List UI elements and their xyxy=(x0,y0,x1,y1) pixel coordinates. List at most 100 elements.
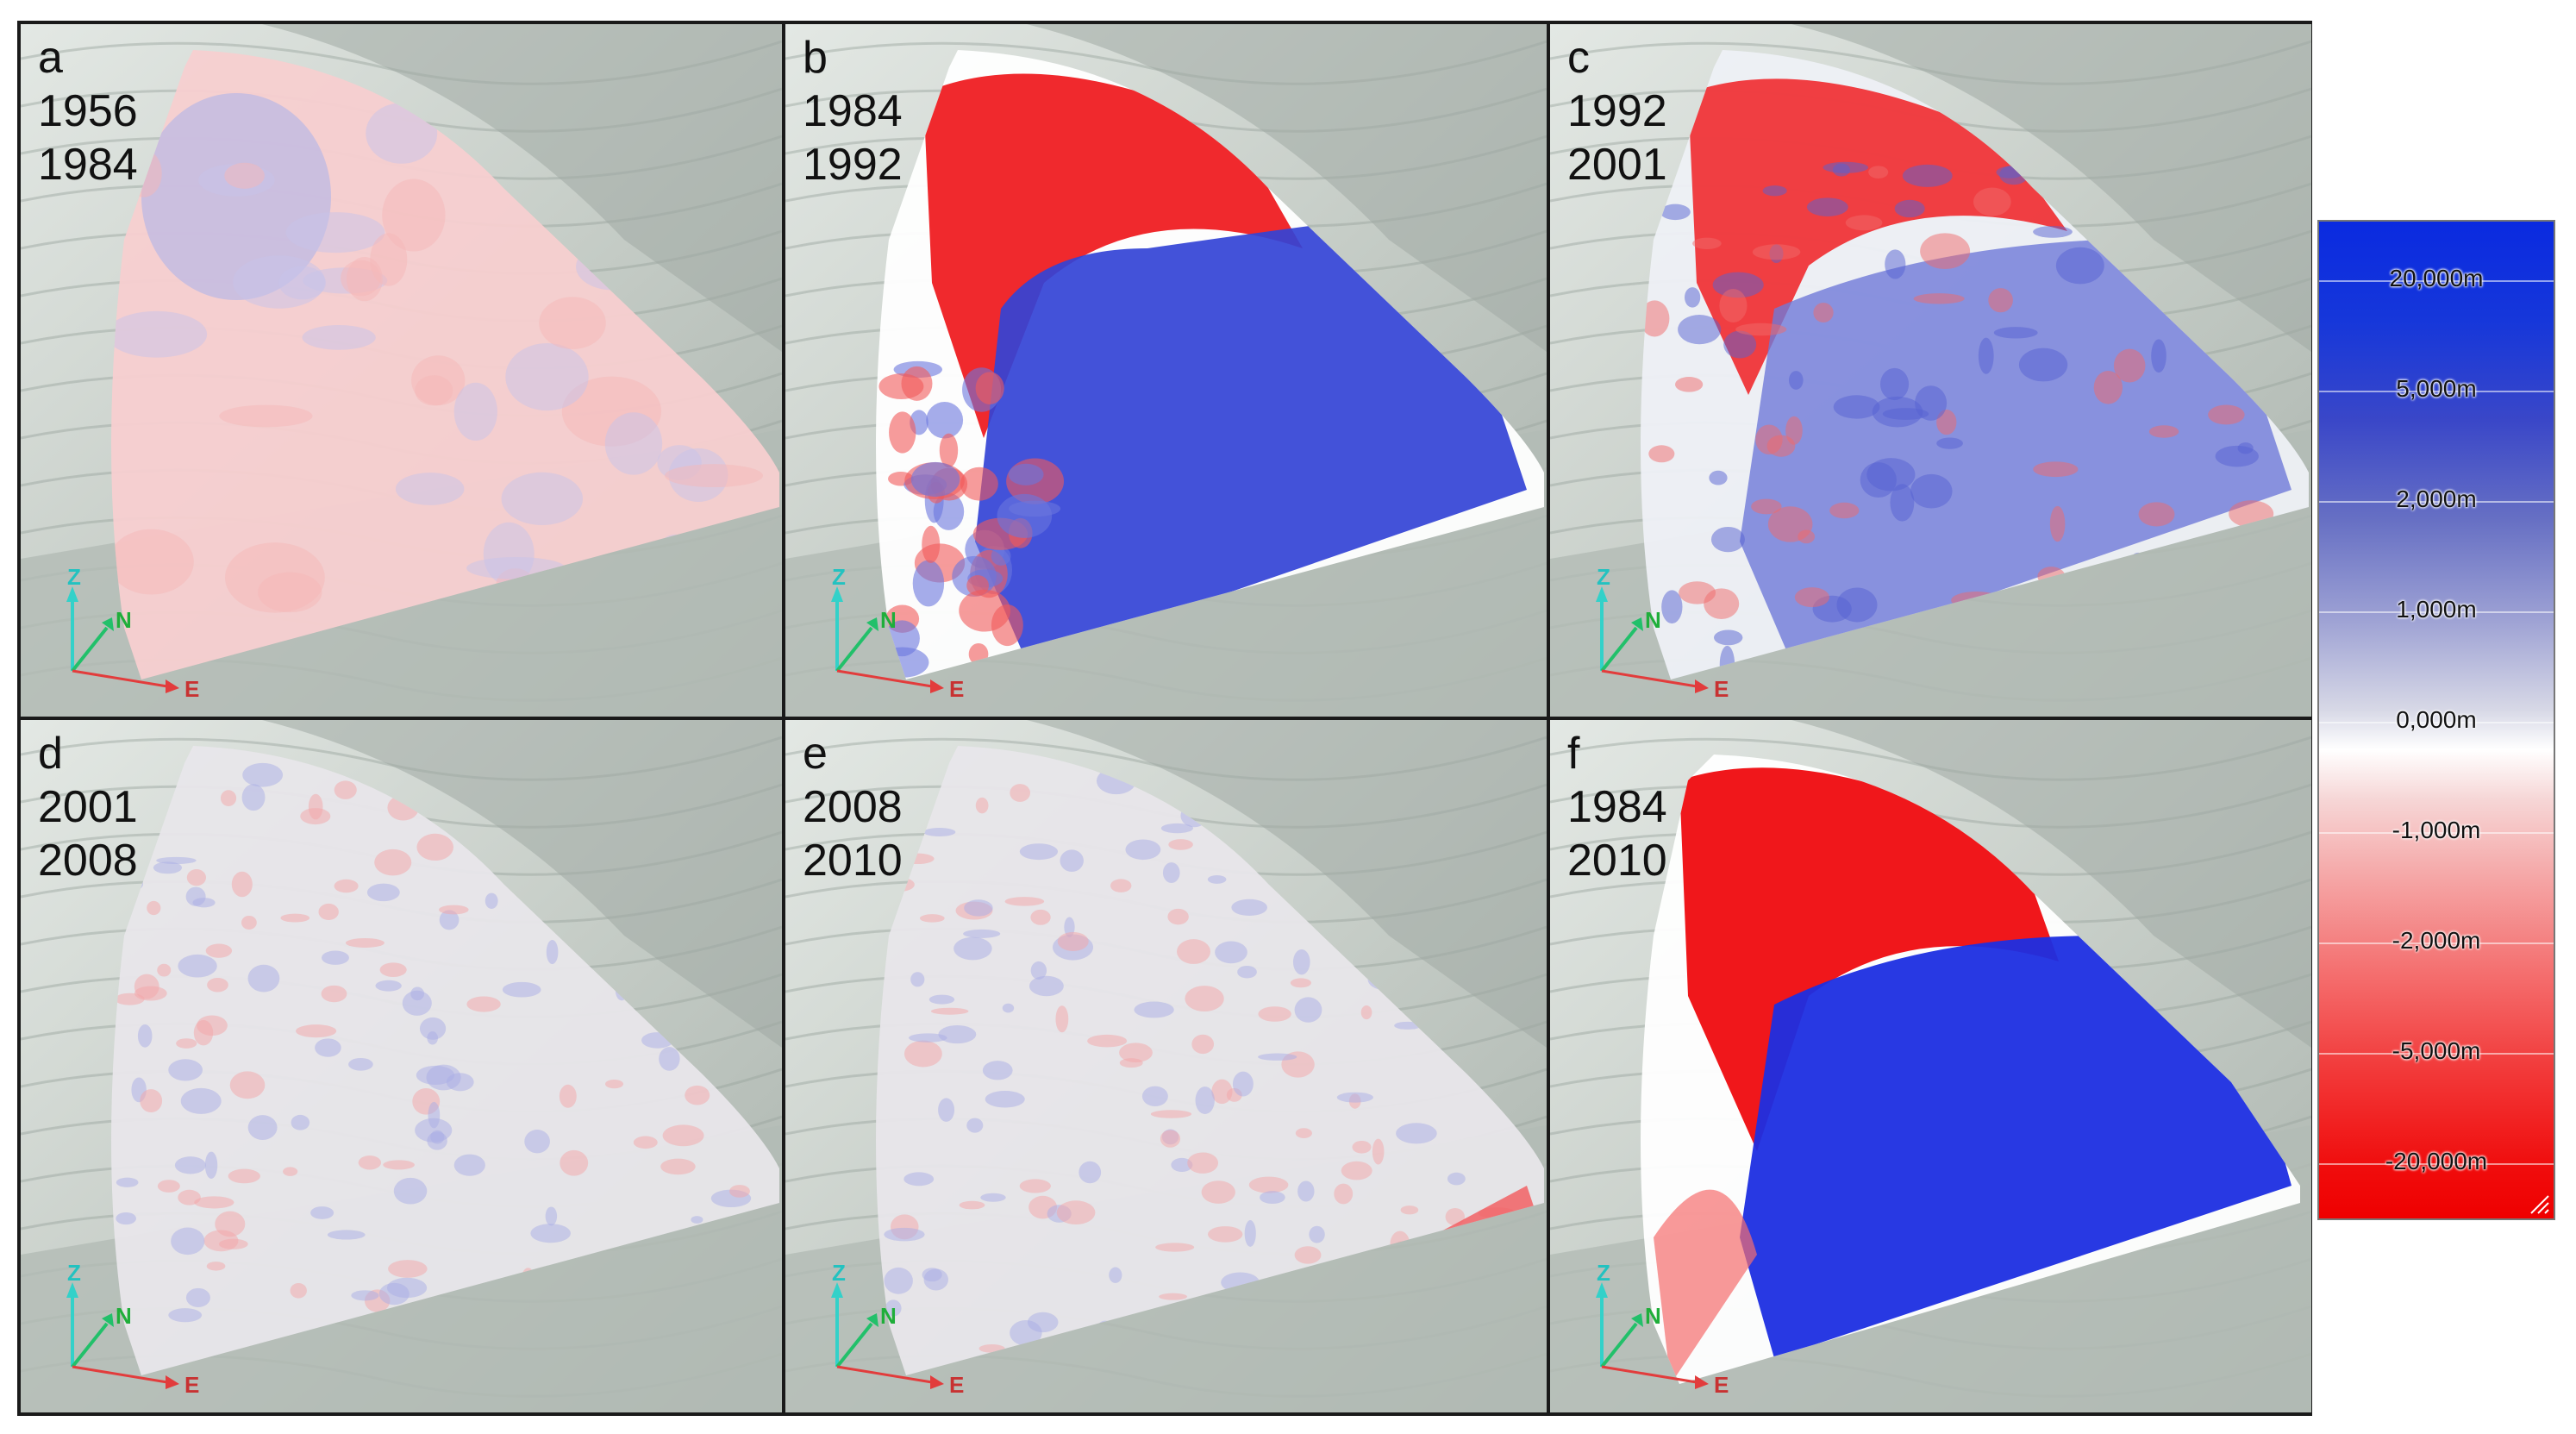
terrain-map xyxy=(1550,24,2311,717)
panel-letter: a xyxy=(38,33,63,83)
panel-label: f 1984 2010 xyxy=(1567,727,1667,887)
panel-year-start: 1992 xyxy=(1567,86,1667,136)
orientation-axes: Z N E xyxy=(1593,542,1766,705)
legend-value: 0,000m xyxy=(2396,706,2477,733)
e-axis-arrow xyxy=(1695,1375,1709,1389)
legend-value: 2,000m xyxy=(2396,485,2477,512)
panel-d: d 2001 2008 Z N E xyxy=(21,720,782,1412)
panel-year-end: 2001 xyxy=(1567,140,1667,190)
z-axis-arrow xyxy=(831,1282,843,1298)
panel-f: f 1984 2010 Z N E xyxy=(1550,720,2311,1412)
e-axis-arrow xyxy=(930,679,944,693)
orientation-axes: Z N E xyxy=(64,542,236,705)
e-axis-arrow xyxy=(166,679,179,693)
terrain-map xyxy=(1550,720,2311,1412)
panel-year-end: 1992 xyxy=(803,140,903,190)
legend-tick xyxy=(2319,501,2554,503)
legend-value: 20,000m xyxy=(2389,265,2484,291)
n-axis-arrow xyxy=(102,1313,114,1327)
panel-a: a 1956 1984 Z N E xyxy=(21,24,782,717)
legend-tick xyxy=(2319,611,2554,613)
n-axis-label: N xyxy=(880,607,897,633)
e-axis-label: E xyxy=(184,676,199,702)
n-axis-arrow xyxy=(866,617,878,631)
e-axis-label: E xyxy=(1714,1372,1729,1398)
z-axis-label: Z xyxy=(67,564,81,590)
orientation-axes: Z N E xyxy=(828,542,1001,705)
e-axis-line xyxy=(1601,1365,1698,1384)
legend-tick xyxy=(2319,280,2554,282)
panel-year-end: 2008 xyxy=(38,836,138,886)
color-scale-legend: 20,000m 5,000m 2,000m 1,000m 0,000m -1,000m -2… xyxy=(2317,220,2555,1220)
z-axis-label: Z xyxy=(1597,1260,1610,1286)
panel-year-start: 2001 xyxy=(38,782,138,832)
z-axis-arrow xyxy=(1596,586,1608,602)
legend-tick xyxy=(2319,722,2554,723)
panel-e: e 2008 2010 Z N E xyxy=(785,720,1547,1412)
panel-year-end: 2010 xyxy=(803,836,903,886)
z-axis-arrow xyxy=(1596,1282,1608,1298)
figure-grid: a 1956 1984 Z N E xyxy=(17,21,2312,1416)
panel-b: b 1984 1992 Z N E xyxy=(785,24,1547,717)
n-axis-label: N xyxy=(880,1303,897,1329)
resize-grip-icon xyxy=(2524,1189,2550,1215)
legend-value: 1,000m xyxy=(2396,596,2477,623)
terrain-map xyxy=(21,720,782,1412)
z-axis-label: Z xyxy=(67,1260,81,1286)
n-axis-arrow xyxy=(866,1313,878,1327)
n-axis-line xyxy=(835,1322,873,1368)
panel-letter: d xyxy=(38,729,63,779)
panel-label: a 1956 1984 xyxy=(38,31,138,191)
terrain-map xyxy=(21,24,782,717)
panel-label: b 1984 1992 xyxy=(803,31,903,191)
z-axis-label: Z xyxy=(832,564,846,590)
panel-c: c 1992 2001 Z N E xyxy=(1550,24,2311,717)
e-axis-line xyxy=(836,1365,933,1384)
n-axis-label: N xyxy=(1645,607,1661,633)
panel-year-start: 2008 xyxy=(803,782,903,832)
legend-tick xyxy=(2319,832,2554,834)
legend-value: -5,000m xyxy=(2392,1037,2481,1064)
orientation-axes: Z N E xyxy=(828,1237,1001,1401)
e-axis-arrow xyxy=(1695,679,1709,693)
panel-year-start: 1984 xyxy=(803,86,903,136)
panel-label: c 1992 2001 xyxy=(1567,31,1667,191)
panel-year-end: 1984 xyxy=(38,140,138,190)
e-axis-line xyxy=(72,1365,168,1384)
e-axis-line xyxy=(836,669,933,688)
n-axis-line xyxy=(835,626,873,673)
n-axis-line xyxy=(1600,1322,1638,1368)
e-axis-label: E xyxy=(949,676,964,702)
z-axis-label: Z xyxy=(1597,564,1610,590)
orientation-axes: Z N E xyxy=(64,1237,236,1401)
z-axis-arrow xyxy=(66,1282,78,1298)
panel-label: e 2008 2010 xyxy=(803,727,903,887)
panel-year-start: 1984 xyxy=(1567,782,1667,832)
terrain-map xyxy=(785,720,1547,1412)
e-axis-line xyxy=(72,669,168,688)
legend-value: 5,000m xyxy=(2396,375,2477,402)
legend-value: -1,000m xyxy=(2392,817,2481,843)
n-axis-label: N xyxy=(1645,1303,1661,1329)
panel-year-start: 1956 xyxy=(38,86,138,136)
z-axis-label: Z xyxy=(832,1260,846,1286)
panel-letter: f xyxy=(1567,729,1580,779)
n-axis-label: N xyxy=(116,1303,132,1329)
n-axis-label: N xyxy=(116,607,132,633)
orientation-axes: Z N E xyxy=(1593,1237,1766,1401)
legend-tick xyxy=(2319,391,2554,392)
n-axis-line xyxy=(71,1322,109,1368)
panel-letter: e xyxy=(803,729,828,779)
legend-value: -20,000m xyxy=(2385,1148,2488,1174)
e-axis-line xyxy=(1601,669,1698,688)
panel-letter: c xyxy=(1567,33,1590,83)
n-axis-arrow xyxy=(1631,1313,1643,1327)
panel-label: d 2001 2008 xyxy=(38,727,138,887)
e-axis-label: E xyxy=(184,1372,199,1398)
e-axis-arrow xyxy=(930,1375,944,1389)
e-axis-label: E xyxy=(949,1372,964,1398)
legend-tick xyxy=(2319,942,2554,944)
z-axis-arrow xyxy=(831,586,843,602)
color-scale-bar xyxy=(2319,222,2554,1218)
n-axis-line xyxy=(1600,626,1638,673)
